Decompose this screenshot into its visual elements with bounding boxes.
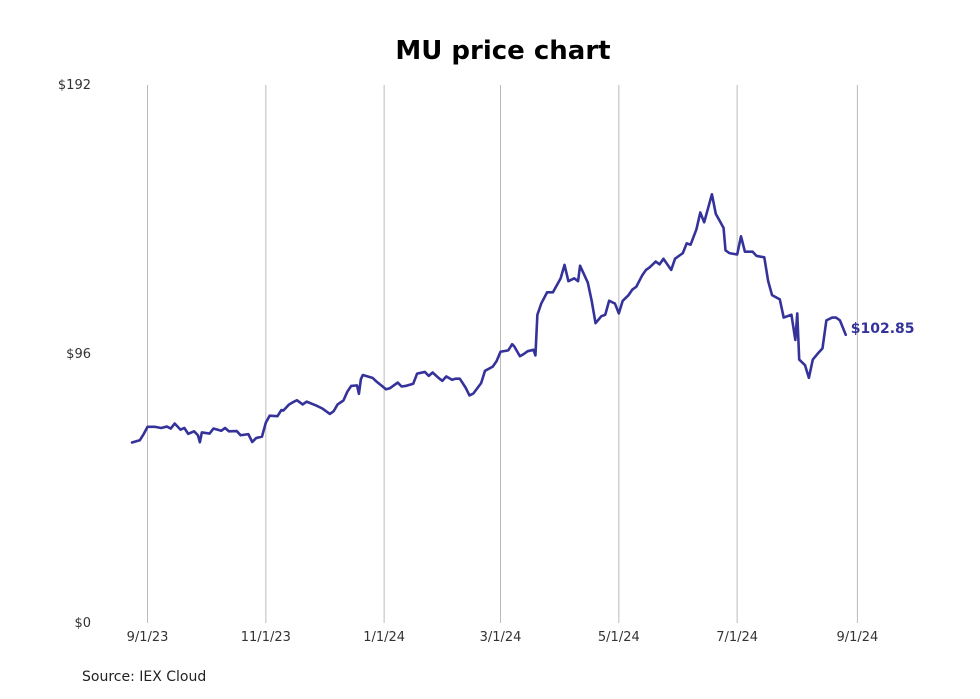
y-tick-label: $0 — [74, 616, 91, 631]
x-tick-label: 9/1/23 — [127, 630, 169, 645]
y-tick-label: $192 — [58, 78, 91, 93]
x-tick-label: 1/1/24 — [363, 630, 405, 645]
axis-labels: 9/1/23 11/1/23 1/1/24 3/1/24 5/1/24 7/1/24 9/1… — [58, 78, 915, 645]
x-tick-label: 3/1/24 — [480, 630, 522, 645]
price-line — [130, 192, 848, 444]
x-tick-label: 7/1/24 — [716, 630, 758, 645]
x-tick-label: 11/1/23 — [241, 630, 291, 645]
y-tick-label: $96 — [66, 347, 91, 362]
price-series — [130, 192, 848, 444]
x-tick-label: 9/1/24 — [836, 630, 878, 645]
last-price-label: $102.85 — [851, 321, 915, 337]
vertical-gridlines — [147, 85, 858, 623]
x-tick-label: 5/1/24 — [598, 630, 640, 645]
source-note: Source: IEX Cloud — [82, 669, 207, 685]
chart-title: MU price chart — [395, 36, 610, 66]
